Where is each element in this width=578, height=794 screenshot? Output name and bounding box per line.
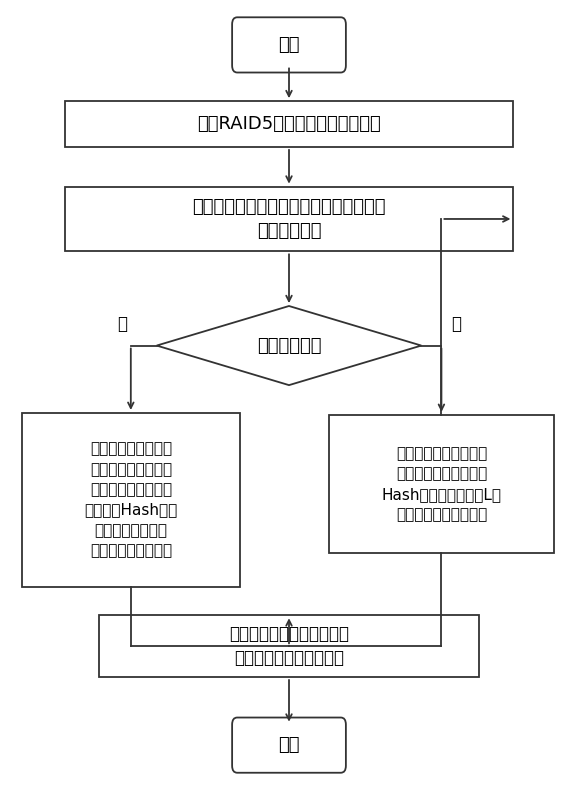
- FancyBboxPatch shape: [232, 718, 346, 773]
- FancyBboxPatch shape: [21, 413, 240, 587]
- Text: 计算写请求数据块与
原数据块的校验异或
块，添加到备份缓冲
区，创建Hash表条
目，更新条目各字
段，记录异或块信息: 计算写请求数据块与 原数据块的校验异或 块，添加到备份缓冲 区，创建Hash表条…: [84, 441, 177, 558]
- Text: 将备份缓冲区数据顺序
写到备份盘，更新对应
Hash表条目数据索引L为
备份盘数据块写入地址: 将备份缓冲区数据顺序 写到备份盘，更新对应 Hash表条目数据索引L为 备份盘数…: [381, 446, 502, 522]
- Text: 采用读改写，读取待写块磁盘处原数据块
到条带缓冲区: 采用读改写，读取待写块磁盘处原数据块 到条带缓冲区: [192, 198, 386, 240]
- Text: 根据RAID5结构组织写请求到条带: 根据RAID5结构组织写请求到条带: [197, 115, 381, 133]
- Text: 结束: 结束: [278, 736, 300, 754]
- FancyBboxPatch shape: [329, 414, 554, 553]
- Polygon shape: [157, 306, 421, 385]
- Text: 备份缓冲区满: 备份缓冲区满: [257, 337, 321, 355]
- Text: 是: 是: [451, 315, 461, 333]
- Text: 开始: 开始: [278, 36, 300, 54]
- FancyBboxPatch shape: [65, 187, 513, 252]
- FancyBboxPatch shape: [232, 17, 346, 72]
- Text: 否: 否: [117, 315, 127, 333]
- Text: 复制写请求数据块到条带缓
冲区，下发写请求到磁盘: 复制写请求数据块到条带缓 冲区，下发写请求到磁盘: [229, 625, 349, 668]
- FancyBboxPatch shape: [99, 615, 479, 677]
- FancyBboxPatch shape: [65, 101, 513, 147]
